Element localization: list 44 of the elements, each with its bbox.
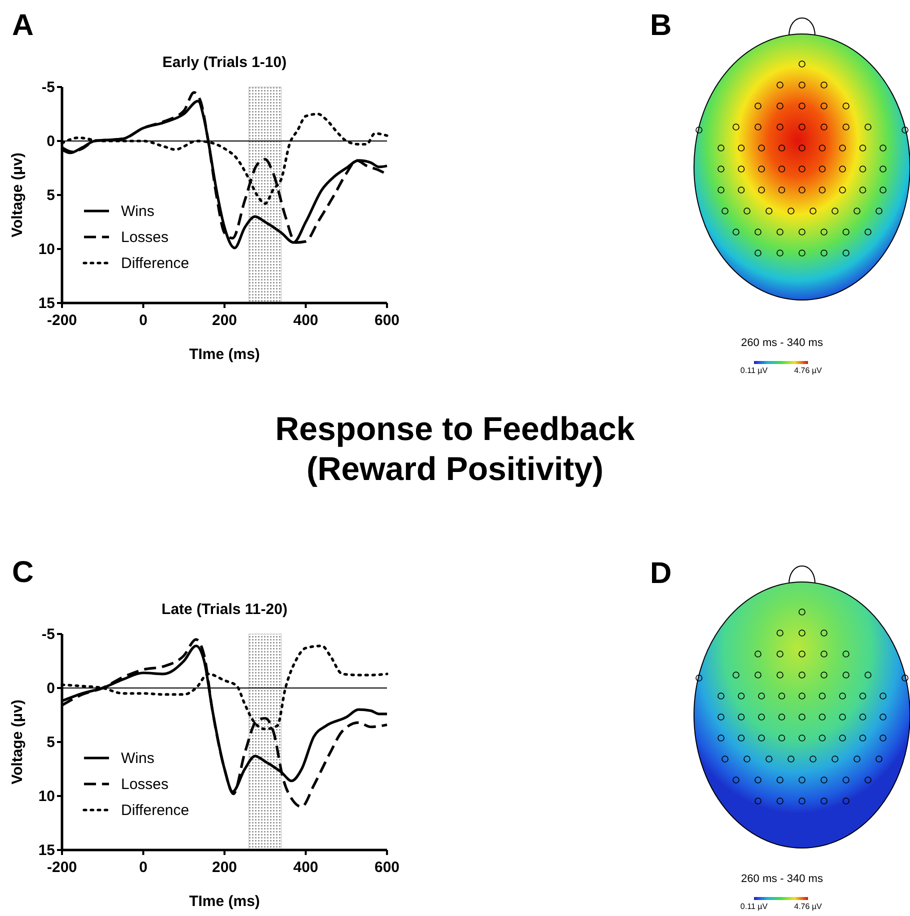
y-tick-label: 10 (38, 788, 55, 805)
y-tick-label: 0 (46, 680, 55, 697)
text: C (12, 556, 34, 589)
y-tick-label: -5 (42, 79, 55, 96)
x-axis-title: TIme (ms) (189, 346, 260, 363)
y-axis-title: Voltage (μv) (9, 700, 26, 784)
y-tick-label: 0 (46, 133, 55, 150)
y-tick-label: 5 (46, 187, 55, 204)
x-axis-title: TIme (ms) (189, 893, 260, 910)
text: 0.11 µV (740, 366, 768, 375)
legend-label: Losses (121, 776, 169, 793)
text: 0.11 µV (740, 902, 768, 911)
text: Response to Feedback (275, 410, 636, 447)
legend-label: Wins (121, 203, 154, 220)
x-tick-label: -200 (46, 859, 78, 876)
y-tick-label: 15 (38, 842, 55, 859)
chart-title: Late (Trials 11-20) (162, 601, 288, 618)
text: 4.76 µV (794, 366, 823, 375)
text: 260 ms - 340 ms (741, 337, 824, 349)
text: (Reward Positivity) (306, 450, 604, 487)
y-tick-label: -5 (42, 626, 55, 643)
text: B (650, 9, 672, 42)
legend-label: Difference (121, 255, 190, 272)
text: D (650, 557, 672, 590)
chart-title: Early (Trials 1-10) (162, 54, 287, 71)
x-tick-label: 600 (374, 312, 400, 329)
legend-label: Losses (121, 229, 169, 246)
x-tick-label: 200 (212, 859, 238, 876)
y-axis-title: Voltage (μv) (9, 152, 26, 238)
y-tick-label: 10 (38, 241, 55, 258)
x-tick-label: 0 (139, 859, 148, 876)
x-tick-label: 600 (374, 859, 400, 876)
text: A (12, 9, 34, 42)
x-tick-label: 200 (212, 312, 238, 329)
legend-label: Wins (121, 750, 154, 767)
legend-label: Difference (121, 802, 190, 819)
x-tick-label: 400 (293, 312, 318, 329)
text: 4.76 µV (794, 902, 823, 911)
y-tick-label: 5 (46, 734, 55, 751)
text: 260 ms - 340 ms (741, 873, 824, 885)
y-tick-label: 15 (38, 295, 55, 312)
x-tick-label: 400 (293, 859, 318, 876)
x-tick-label: 0 (139, 312, 148, 329)
x-tick-label: -200 (46, 312, 78, 329)
